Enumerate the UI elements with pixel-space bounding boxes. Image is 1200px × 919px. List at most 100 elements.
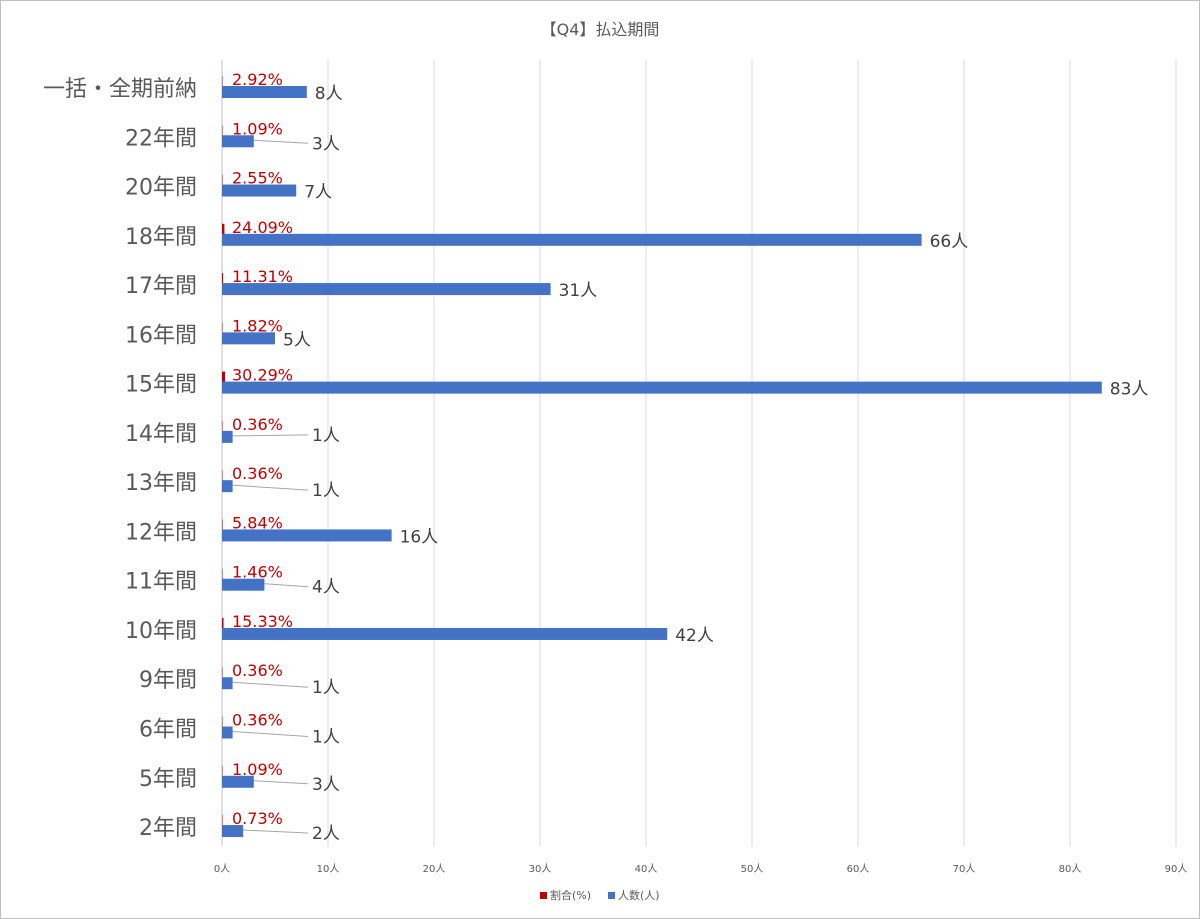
percent-label: 1.46% <box>232 563 283 582</box>
leader-line <box>243 829 309 834</box>
chart-title: 【Q4】払込期間 <box>541 20 660 39</box>
category-label: 13年間 <box>125 471 197 496</box>
x-tick-label: 0人 <box>214 863 230 875</box>
count-label: 4人 <box>312 578 340 598</box>
bars <box>222 76 1102 838</box>
percent-label: 15.33% <box>232 612 293 631</box>
percent-label: 24.09% <box>232 218 293 237</box>
percent-label: 30.29% <box>232 366 293 385</box>
bar-count <box>222 283 551 296</box>
count-label: 3人 <box>312 775 340 795</box>
bar-percent <box>222 716 223 729</box>
percent-label: 1.09% <box>232 119 283 138</box>
count-label: 83人 <box>1110 380 1149 400</box>
category-label: 14年間 <box>125 422 197 447</box>
leader-line <box>264 583 309 588</box>
x-tick-labels: 0人 10人 20人 30人 40人 50人 60人 70人 80人 90人 <box>214 863 1188 875</box>
gridlines <box>221 60 1177 846</box>
bar-count <box>222 233 922 246</box>
leader-line <box>253 139 309 144</box>
bar-count <box>222 184 297 197</box>
count-label: 7人 <box>304 183 332 203</box>
x-tick-label: 40人 <box>635 863 658 875</box>
percent-label: 1.82% <box>232 316 283 335</box>
category-label: 11年間 <box>125 570 197 595</box>
bar-percent <box>222 371 226 384</box>
leader-line <box>232 681 309 688</box>
bar-percent <box>222 568 223 581</box>
count-label: 16人 <box>400 527 439 547</box>
bar-percent <box>222 470 223 483</box>
bar-count <box>222 775 254 788</box>
legend-label: 人数(人) <box>618 889 660 902</box>
x-tick-label: 10人 <box>317 863 340 875</box>
bar-count <box>222 726 233 739</box>
leader-line <box>253 780 309 785</box>
count-label: 3人 <box>312 134 340 154</box>
bar-count <box>222 135 254 148</box>
bar-percent <box>222 273 224 286</box>
leader-line <box>232 484 309 491</box>
bar-count <box>222 381 1102 394</box>
count-label: 1人 <box>312 728 340 748</box>
count-label: 5人 <box>283 330 311 350</box>
count-label: 8人 <box>315 84 343 104</box>
percent-label: 2.92% <box>232 70 283 89</box>
bar-count <box>222 529 392 542</box>
category-label: 12年間 <box>125 520 197 545</box>
percent-label: 0.73% <box>232 809 283 828</box>
leader-lines <box>232 139 309 834</box>
x-tick-label: 60人 <box>847 863 870 875</box>
leader-line <box>232 731 309 738</box>
x-tick-label: 20人 <box>423 863 446 875</box>
x-tick-label: 70人 <box>953 863 976 875</box>
count-label: 42人 <box>675 626 714 646</box>
x-tick-label: 90人 <box>1165 863 1188 875</box>
percent-label: 0.36% <box>232 415 283 434</box>
bar-percent <box>222 519 223 532</box>
category-label: 16年間 <box>125 323 197 348</box>
count-label: 1人 <box>312 426 340 446</box>
category-label: 22年間 <box>125 126 197 151</box>
percent-label: 1.09% <box>232 760 283 779</box>
percent-label: 0.36% <box>232 661 283 680</box>
percent-label: 5.84% <box>232 513 283 532</box>
x-tick-label: 80人 <box>1059 863 1082 875</box>
category-label: 17年間 <box>125 274 197 299</box>
bar-percent <box>222 617 224 630</box>
legend: 割合(%) 人数(人) <box>540 888 660 902</box>
category-label: 6年間 <box>139 718 197 743</box>
x-tick-label: 30人 <box>529 863 552 875</box>
category-label: 9年間 <box>139 668 197 693</box>
count-label: 31人 <box>559 281 598 301</box>
bar-count <box>222 480 233 493</box>
count-label: 1人 <box>312 481 340 501</box>
bar-percent <box>222 174 223 187</box>
bar-percent <box>222 667 223 680</box>
category-label: 2年間 <box>139 816 197 841</box>
bar-count <box>222 825 244 838</box>
percent-label: 11.31% <box>232 267 293 286</box>
leader-line <box>232 434 309 437</box>
bar-percent <box>222 223 225 236</box>
category-labels: 一括・全期前納 22年間 20年間 18年間 17年間 16年間 15年間 14年間 13年間 1… <box>43 77 197 841</box>
percent-label: 0.36% <box>232 711 283 730</box>
category-label: 20年間 <box>125 176 197 201</box>
percent-label: 2.55% <box>232 169 283 188</box>
category-label: 5年間 <box>139 767 197 792</box>
count-label: 66人 <box>930 232 969 252</box>
bar-count <box>222 677 233 690</box>
legend-swatch <box>608 892 615 899</box>
bar-percent <box>222 76 223 88</box>
bar-count <box>222 578 265 591</box>
category-label: 15年間 <box>125 373 197 398</box>
count-label: 2人 <box>312 824 340 844</box>
bar-count <box>222 430 233 443</box>
data-labels: 2.92% 8人 1.09% 3人 2.55% 7人 24.09% 66人 11.31% 31人 1… <box>232 70 1148 844</box>
bar-count <box>222 86 307 98</box>
legend-label: 割合(%) <box>550 888 591 902</box>
legend-swatch <box>540 892 547 899</box>
category-label: 一括・全期前納 <box>43 77 197 102</box>
